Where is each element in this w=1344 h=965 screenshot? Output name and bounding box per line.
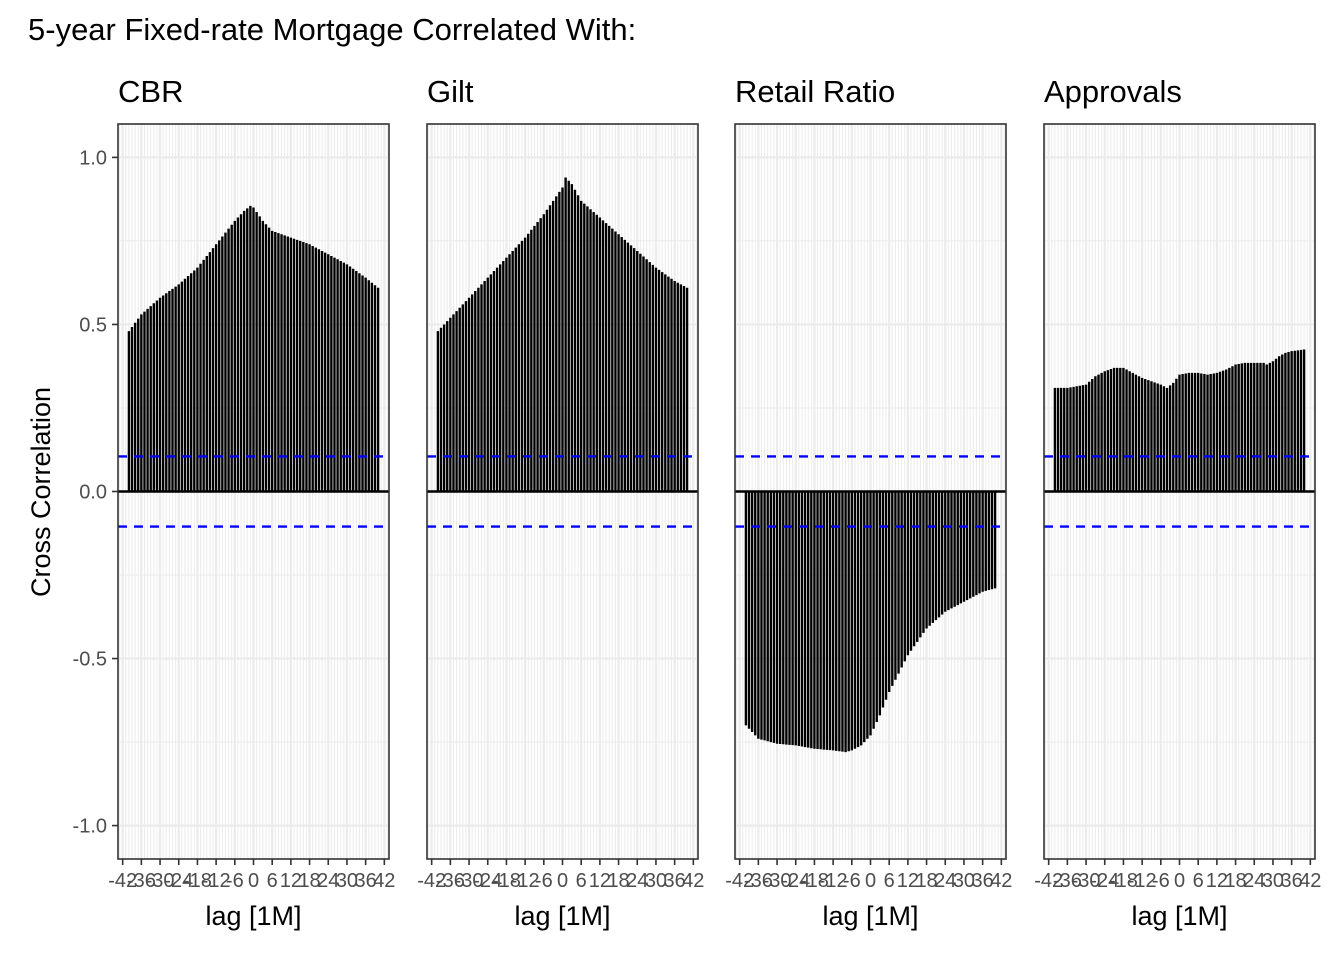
x-tick-label: 36 [1281,870,1303,892]
x-tick-label: -18 [183,870,212,892]
chart-title: 5-year Fixed-rate Mortgage Correlated Wi… [28,12,636,47]
x-tick-label: 30 [953,870,975,892]
x-tick-label: 12 [280,870,302,892]
x-tick-label: 18 [915,870,937,892]
x-tick-label: -24 [781,870,810,892]
x-tick-label: 24 [934,870,956,892]
x-tick-label: 12 [1206,870,1228,892]
x-tick-label: 36 [972,870,994,892]
x-tick-label: -18 [1109,870,1138,892]
x-tick-label: -42 [417,870,446,892]
facet-title: Retail Ratio [735,74,895,109]
facet-panels: CBR-42-36-30-24-18-12-6 0 6 121824303642lag… [73,74,1322,931]
x-tick-label: 18 [607,870,629,892]
x-tick-label: -42 [1034,870,1063,892]
facet-panel: Approvals -42-36-30-24-18-12-6 0 6 121824303… [1034,74,1321,931]
x-tick-label: -30 [455,870,484,892]
x-tick-label: 30 [1262,870,1284,892]
y-axis-title: Cross Correlation [26,387,56,597]
x-tick-label: -36 [744,870,773,892]
x-tick-label: -18 [800,870,829,892]
x-tick-label: 30 [645,870,667,892]
x-tick-label: -30 [146,870,175,892]
x-tick-label: -24 [164,870,193,892]
x-tick-label: -30 [763,870,792,892]
x-tick-label: -12 [202,870,231,892]
x-tick-label: -36 [436,870,465,892]
x-tick-label: 24 [1243,870,1265,892]
x-tick-label: 6 [884,870,895,892]
x-tick-label: -12 [511,870,540,892]
x-tick-label: 36 [664,870,686,892]
x-tick-label: 0 [557,870,568,892]
facet-title: Approvals [1044,74,1182,109]
x-tick-label: 18 [1224,870,1246,892]
y-tick-label: -1.0 [73,816,107,838]
x-tick-label: -42 [108,870,137,892]
x-tick-label: -12 [1128,870,1157,892]
x-tick-label: 24 [317,870,339,892]
x-tick-label: -6 [1152,870,1170,892]
x-tick-label: -12 [819,870,848,892]
y-tick-label: 0.5 [79,314,107,336]
x-axis-title: lag [1M] [514,901,610,931]
x-tick-label: -6 [226,870,244,892]
x-tick-label: 42 [373,870,395,892]
y-tick-label: 0.0 [79,482,107,504]
x-tick-label: -36 [1053,870,1082,892]
x-tick-label: -6 [843,870,861,892]
x-axis-title: lag [1M] [205,901,301,931]
x-tick-label: 12 [897,870,919,892]
x-tick-label: -24 [473,870,502,892]
x-tick-label: -6 [535,870,553,892]
x-tick-label: 0 [1174,870,1185,892]
y-tick-label: -0.5 [73,649,107,671]
x-tick-label: -24 [1090,870,1119,892]
facet-title: CBR [118,74,183,109]
x-tick-label: -18 [492,870,521,892]
x-tick-label: 30 [336,870,358,892]
x-tick-label: 0 [248,870,259,892]
x-tick-label: 24 [626,870,648,892]
x-tick-label: 36 [355,870,377,892]
x-tick-label: 6 [1193,870,1204,892]
x-tick-label: 6 [267,870,278,892]
facet-title: Gilt [427,74,474,109]
facet-panel: Retail Ratio -42-36-30-24-18-12-6 0 6 121824… [725,74,1012,931]
x-tick-label: -36 [127,870,156,892]
x-tick-label: 42 [1299,870,1321,892]
x-tick-label: -30 [1072,870,1101,892]
x-tick-label: 42 [990,870,1012,892]
x-axis-title: lag [1M] [1131,901,1227,931]
x-tick-label: 0 [865,870,876,892]
x-tick-label: 42 [682,870,704,892]
x-axis-title: lag [1M] [822,901,918,931]
x-tick-label: -42 [725,870,754,892]
x-tick-label: 6 [576,870,587,892]
x-tick-label: 18 [298,870,320,892]
x-tick-label: 12 [589,870,611,892]
y-tick-label: 1.0 [79,147,107,169]
